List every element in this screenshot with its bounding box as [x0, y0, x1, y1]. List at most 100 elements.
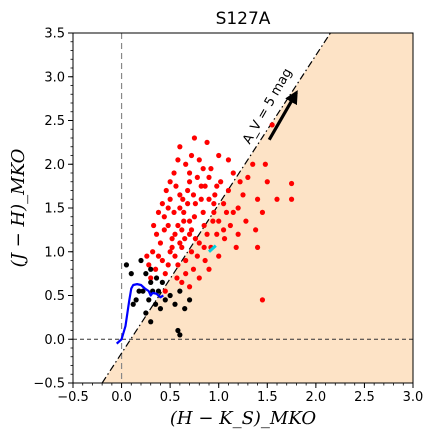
red-data-point — [204, 231, 210, 237]
x-tick-label: 0.0 — [111, 390, 132, 405]
red-data-point — [151, 222, 157, 229]
red-data-point — [221, 236, 228, 242]
red-data-point — [254, 196, 261, 202]
red-data-point — [183, 161, 189, 167]
black-data-point — [123, 262, 130, 268]
red-data-point — [171, 170, 177, 176]
red-data-point — [162, 271, 168, 277]
red-data-point — [206, 266, 212, 272]
red-data-point — [245, 174, 251, 180]
red-data-point — [218, 179, 224, 185]
red-data-point — [159, 257, 165, 264]
red-data-point — [240, 192, 246, 198]
red-data-point — [186, 179, 193, 185]
red-data-point — [225, 157, 232, 163]
black-data-point — [136, 288, 142, 294]
red-data-point — [191, 214, 198, 220]
red-data-point — [250, 161, 256, 167]
black-data-point — [186, 297, 193, 303]
red-data-point — [194, 253, 200, 259]
red-data-point — [211, 201, 217, 207]
red-data-point — [183, 257, 189, 264]
red-data-point — [167, 249, 173, 255]
red-data-point — [194, 174, 200, 180]
red-data-point — [208, 166, 214, 172]
y-tick-label: −0.5 — [33, 377, 65, 392]
x-tick-label: 0.5 — [160, 390, 181, 405]
red-data-point — [223, 209, 230, 215]
black-data-point — [155, 288, 162, 294]
red-data-point — [235, 231, 241, 237]
red-data-point — [254, 244, 261, 250]
red-data-point — [172, 253, 178, 259]
black-data-point — [143, 310, 149, 316]
black-data-point — [152, 301, 159, 307]
black-data-point — [175, 327, 181, 334]
red-data-point — [212, 192, 218, 198]
red-data-point — [264, 179, 270, 185]
red-data-point — [225, 187, 232, 194]
black-data-point — [133, 297, 139, 303]
main-sequence-curve — [115, 283, 164, 345]
red-data-point — [202, 257, 208, 264]
red-data-point — [175, 262, 181, 268]
red-data-point — [179, 227, 185, 233]
red-data-point — [180, 196, 186, 202]
red-data-point — [186, 231, 193, 237]
red-data-point — [233, 244, 239, 250]
black-data-point — [140, 288, 146, 294]
red-data-point — [167, 179, 173, 185]
x-axis-label: (H − K_S)_MKO — [170, 408, 316, 429]
red-data-point — [201, 244, 207, 250]
y-tick-label: 3.5 — [44, 27, 65, 42]
black-data-point — [148, 266, 154, 272]
x-tick-label: 3.0 — [403, 390, 424, 405]
red-data-point — [253, 227, 259, 233]
red-data-point — [206, 174, 212, 180]
red-data-point — [146, 262, 152, 268]
red-data-point — [204, 139, 210, 145]
red-data-point — [161, 227, 167, 233]
red-data-point — [153, 231, 160, 237]
red-data-point — [165, 262, 171, 268]
red-data-point — [206, 196, 212, 202]
red-data-point — [192, 236, 198, 242]
black-data-point — [177, 288, 183, 294]
red-data-point — [210, 218, 216, 224]
red-data-point — [196, 157, 202, 163]
red-data-point — [163, 187, 169, 194]
red-data-point — [288, 196, 295, 202]
red-data-point — [157, 240, 164, 246]
red-data-point — [196, 240, 202, 246]
red-data-point — [262, 161, 268, 167]
black-data-point — [157, 306, 164, 312]
black-data-point — [130, 301, 136, 307]
black-data-point — [138, 257, 144, 264]
red-data-point — [159, 201, 165, 207]
red-data-point — [185, 201, 191, 207]
red-data-point — [230, 209, 236, 215]
red-data-point — [235, 205, 241, 211]
red-data-point — [150, 249, 156, 255]
red-data-point — [220, 201, 227, 207]
red-data-point — [196, 275, 202, 281]
red-data-point — [190, 192, 197, 198]
red-data-point — [216, 152, 222, 159]
red-data-point — [171, 209, 177, 215]
y-tick-label: 0.5 — [44, 289, 65, 304]
black-data-point — [153, 275, 160, 281]
red-data-point — [172, 231, 178, 237]
red-data-point — [201, 222, 207, 229]
black-data-point — [182, 306, 188, 312]
red-data-point — [198, 183, 204, 189]
cyan-track-segment — [207, 244, 217, 253]
y-tick-label: 1.0 — [44, 245, 65, 260]
red-data-point — [188, 152, 195, 159]
red-data-point — [174, 275, 180, 281]
y-tick-label: 3.0 — [44, 70, 65, 85]
red-data-point — [227, 222, 233, 229]
red-data-point — [269, 122, 275, 128]
red-data-point — [191, 135, 198, 141]
black-data-point — [159, 279, 165, 285]
